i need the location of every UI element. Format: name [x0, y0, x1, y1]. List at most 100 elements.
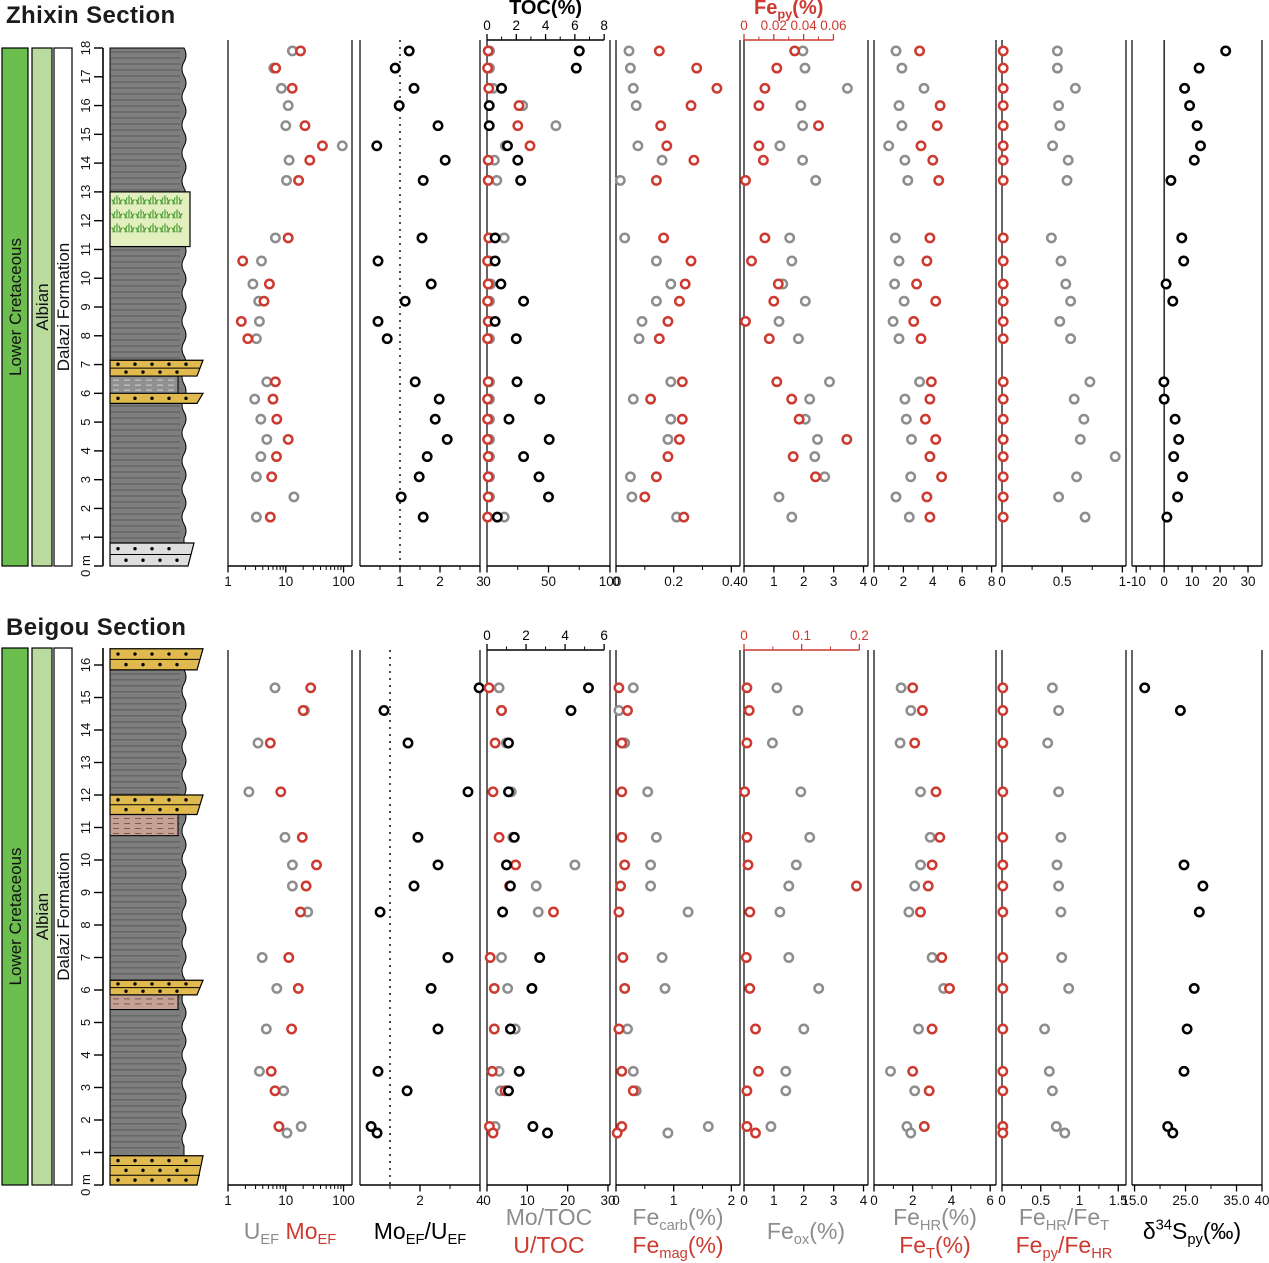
data-point	[889, 232, 901, 244]
data-point	[997, 682, 1009, 694]
data-point	[789, 45, 801, 57]
bed-sandstone	[109, 1155, 204, 1186]
data-point	[543, 491, 554, 503]
data-point	[905, 471, 917, 483]
data-point	[242, 333, 254, 345]
data-point	[626, 491, 638, 503]
data-point	[381, 333, 393, 345]
data-point	[486, 1065, 498, 1077]
x-tick-label: 0	[870, 1193, 878, 1208]
data-point	[518, 451, 530, 463]
data-point	[493, 831, 505, 843]
data-point	[1059, 1127, 1071, 1139]
variable-label: UEF MoEF	[244, 1218, 337, 1248]
data-point	[270, 62, 282, 74]
data-point	[1188, 154, 1200, 166]
data-point	[787, 451, 799, 463]
data-point	[1179, 82, 1191, 94]
data-point	[786, 511, 798, 523]
data-point	[739, 786, 751, 798]
x-tick-label: 4	[948, 1193, 956, 1208]
data-point	[934, 100, 946, 112]
data-point	[305, 682, 317, 694]
data-point	[250, 471, 262, 483]
series-d34s	[1158, 45, 1232, 523]
data-point	[656, 952, 668, 963]
data-point	[570, 62, 582, 74]
data-point	[622, 1023, 633, 1035]
data-point	[893, 333, 905, 345]
data-point	[812, 433, 823, 445]
variable-label: Fecarb(%)	[632, 1204, 723, 1234]
top-tick-label: 0.06	[820, 18, 846, 33]
data-point	[630, 100, 642, 112]
data-point	[926, 1023, 938, 1035]
data-point	[997, 413, 1009, 425]
data-point	[425, 982, 437, 994]
data-point	[783, 880, 795, 892]
series-fe_hr	[885, 682, 950, 1139]
data-point	[679, 278, 691, 290]
top-tick-label: 6	[571, 18, 579, 33]
data-point	[253, 315, 265, 327]
depth-tick-label: 14	[78, 723, 93, 737]
variable-label: FeT(%)	[899, 1232, 971, 1262]
data-point	[543, 433, 555, 445]
panel-fehr-fet: 0 2 4 6	[870, 650, 997, 1208]
data-point	[740, 315, 751, 327]
data-point	[997, 315, 1009, 327]
series-fe_mag	[611, 682, 639, 1139]
x-tick-label: 10	[278, 1193, 293, 1208]
data-point	[288, 491, 300, 503]
formation-band-label: Dalazi Formation	[54, 852, 73, 981]
data-point	[771, 376, 783, 388]
depth-tick-label: 15	[78, 127, 93, 141]
data-point	[678, 511, 690, 523]
data-point	[753, 140, 765, 152]
data-point	[936, 471, 948, 483]
data-point	[495, 278, 507, 290]
data-point	[894, 737, 906, 749]
data-point	[741, 831, 753, 843]
series-fe_py	[740, 45, 853, 483]
data-point	[997, 491, 1009, 503]
data-point	[250, 511, 262, 523]
zhixin-chart: Lower Cretaceous Albian Dalazi Formation 0 …	[1, 0, 1263, 589]
data-point	[261, 376, 273, 388]
data-point	[795, 100, 807, 112]
data-point	[757, 154, 769, 166]
data-point	[768, 295, 780, 307]
top-axis-title: TOC(%)	[509, 0, 582, 19]
data-point	[662, 315, 674, 327]
data-point	[275, 82, 287, 94]
data-point	[997, 100, 1009, 112]
data-point	[548, 906, 559, 918]
data-point	[613, 906, 625, 918]
data-point	[266, 471, 278, 483]
data-point	[795, 786, 807, 798]
data-point	[616, 737, 628, 749]
data-point	[283, 952, 295, 963]
data-point	[665, 376, 677, 388]
stage-band-label: Albian	[33, 283, 52, 330]
data-point	[271, 451, 282, 463]
depth-tick-label: 4	[78, 1051, 93, 1058]
data-point	[432, 859, 444, 871]
data-point	[753, 100, 765, 112]
data-point	[909, 737, 921, 749]
data-point	[740, 952, 752, 963]
data-point	[281, 1127, 293, 1139]
data-point	[909, 1085, 921, 1097]
depth-tick-label: 15	[78, 690, 93, 704]
data-point	[237, 255, 249, 267]
data-point	[997, 471, 1009, 483]
data-point	[1079, 511, 1091, 523]
data-point	[297, 705, 309, 716]
data-point	[534, 393, 546, 405]
data-point	[513, 1065, 525, 1077]
depth-tick-label: 11	[78, 243, 93, 257]
data-point	[503, 413, 515, 425]
data-point	[280, 120, 292, 132]
data-point	[432, 1023, 444, 1035]
